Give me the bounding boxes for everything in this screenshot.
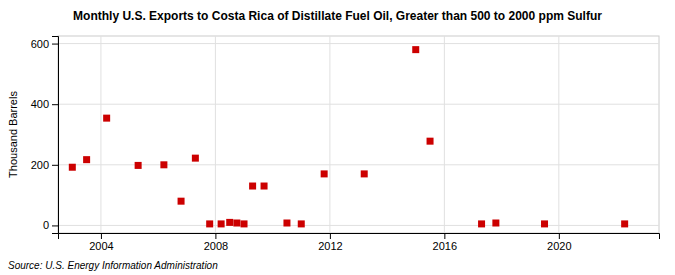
x-tick-label: 2008 <box>204 240 228 252</box>
y-axis-line <box>52 37 59 234</box>
point <box>361 170 368 177</box>
y-grid-line <box>58 225 659 226</box>
y-tick: 200 <box>31 159 58 171</box>
y-grid-line <box>58 164 659 165</box>
source: Source: U.S. Energy Information Administ… <box>8 260 218 271</box>
y-tick-mark <box>52 225 58 226</box>
point <box>69 164 76 171</box>
x-tick-label: 2012 <box>318 240 342 252</box>
x-tick-mark <box>444 233 445 239</box>
point <box>492 219 499 226</box>
point <box>192 155 199 162</box>
points <box>69 46 628 227</box>
point <box>160 161 167 168</box>
y-grid-line <box>58 43 659 44</box>
point <box>283 219 290 226</box>
x-tick-mark <box>101 233 102 239</box>
plot-frame <box>58 36 659 233</box>
point <box>478 220 485 227</box>
x-axis-line <box>59 234 660 240</box>
point <box>233 219 240 226</box>
x-grid-line <box>215 36 216 233</box>
point <box>261 183 268 190</box>
point <box>298 220 305 227</box>
point <box>621 220 628 227</box>
x-tick-label: 2016 <box>433 240 457 252</box>
point <box>241 220 248 227</box>
plot-area: 2004 2008 2012 2016 2020 0 200 400 600 <box>31 36 660 252</box>
y-tick-label: 600 <box>31 38 49 50</box>
y-tick-label: 400 <box>31 98 49 110</box>
x-tick: 2016 <box>433 233 457 252</box>
y-tick-mark <box>52 165 58 166</box>
x-grid-line <box>329 36 330 233</box>
point <box>412 46 419 53</box>
y-grid-line <box>58 104 659 105</box>
x-grid-line <box>558 36 559 233</box>
point <box>178 198 185 205</box>
point <box>135 162 142 169</box>
y-tick-mark <box>52 104 58 105</box>
point <box>103 115 110 122</box>
point <box>321 170 328 177</box>
y-tick: 600 <box>31 38 58 50</box>
grid <box>58 36 659 233</box>
point <box>83 156 90 163</box>
y-tick: 400 <box>31 98 58 110</box>
point <box>427 138 434 145</box>
y-tick-label: 0 <box>43 219 49 231</box>
x-tick: 2012 <box>318 233 342 252</box>
x-tick-mark <box>215 233 216 239</box>
title: Monthly U.S. Exports to Costa Rica of Di… <box>73 9 602 23</box>
x-grid-line <box>444 36 445 233</box>
x-tick: 2004 <box>89 233 113 252</box>
point <box>218 220 225 227</box>
point <box>226 219 233 226</box>
y-tick-mark <box>52 44 58 45</box>
x-tick: 2020 <box>547 233 571 252</box>
x-tick-mark <box>330 233 331 239</box>
y-tick: 0 <box>43 219 58 231</box>
y-tick-label: 200 <box>31 159 49 171</box>
y-axis: 0 200 400 600 <box>31 37 59 234</box>
x-tick-mark <box>559 233 560 239</box>
y-axis-title: Thousand Barrels <box>7 91 19 178</box>
x-tick: 2008 <box>204 233 228 252</box>
chart: 2004 2008 2012 2016 2020 0 200 400 600 Monthly U.… <box>0 0 675 275</box>
x-axis: 2004 2008 2012 2016 2020 <box>59 233 660 252</box>
x-tick-label: 2020 <box>547 240 571 252</box>
point <box>249 183 256 190</box>
point <box>541 220 548 227</box>
x-grid-line <box>100 36 101 233</box>
point <box>206 220 213 227</box>
x-tick-label: 2004 <box>89 240 113 252</box>
